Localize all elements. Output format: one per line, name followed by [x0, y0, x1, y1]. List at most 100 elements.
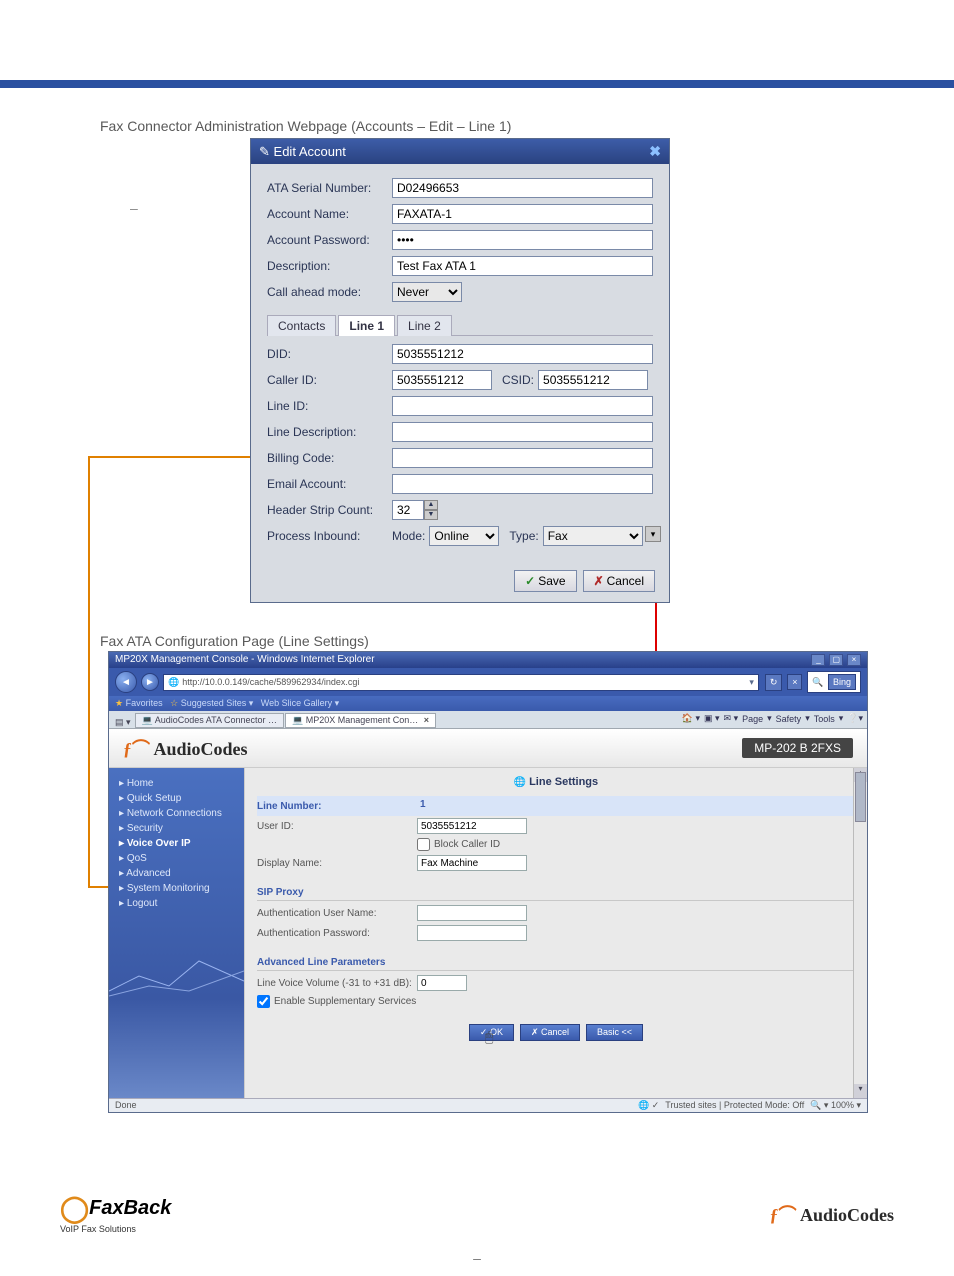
status-zoom-icon[interactable]: 🔍 ▾ 100% ▾: [810, 1100, 861, 1111]
browser-tab-strip: ▤ ▾ 💻 AudioCodes ATA Connector … 💻 MP20X…: [109, 711, 867, 729]
favorites-star-icon[interactable]: ★: [115, 698, 123, 708]
sidebar-item-security[interactable]: ▸ Security: [109, 821, 244, 836]
select-call-ahead[interactable]: Never: [392, 282, 462, 302]
read-mail-icon[interactable]: ✉ ▾: [724, 713, 739, 724]
cmd-page[interactable]: Page: [742, 713, 763, 724]
sidebar-item-network-connections[interactable]: ▸ Network Connections: [109, 806, 244, 821]
favorites-label: Favorites: [126, 698, 163, 708]
spinner-down-icon[interactable]: ▼: [424, 510, 438, 520]
input-ata-serial[interactable]: [392, 178, 653, 198]
cmd-tools[interactable]: Tools: [814, 713, 835, 724]
search-provider-icon[interactable]: 🔍 Bing: [807, 671, 861, 693]
label-auth-pass: Authentication Password:: [257, 928, 417, 939]
tab-close-icon[interactable]: ×: [424, 715, 429, 725]
browser-window: MP20X Management Console - Windows Inter…: [108, 651, 868, 1113]
status-zone-icon: 🌐 ✓: [638, 1100, 659, 1111]
command-bar: 🏠 ▾ ▣ ▾ ✉ ▾ Page ▾ Safety ▾ Tools ▾ ❔▾: [682, 713, 863, 724]
tab-line-2[interactable]: Line 2: [397, 315, 452, 336]
input-line-id[interactable]: [392, 396, 653, 416]
forward-icon[interactable]: ►: [141, 673, 159, 691]
status-trust: Trusted sites | Protected Mode: Off: [665, 1100, 804, 1111]
sidebar-item-advanced[interactable]: ▸ Advanced: [109, 866, 244, 881]
audiocodes-footer-logo: ƒ⌒ AudioCodes: [769, 1201, 894, 1227]
minimize-icon[interactable]: _: [811, 654, 825, 666]
cancel-page-button[interactable]: ✗ Cancel: [520, 1024, 580, 1041]
sidebar-item-voice-over-ip[interactable]: ▸ Voice Over IP: [109, 836, 244, 851]
maximize-icon[interactable]: ▢: [829, 654, 843, 666]
input-auth-user[interactable]: [417, 905, 527, 921]
input-account-password[interactable]: [392, 230, 653, 250]
favorites-bar: ★ Favorites ☆ Suggested Sites ▾ Web Slic…: [109, 696, 867, 711]
basic-button[interactable]: Basic <<: [586, 1024, 643, 1041]
label-process-inbound: Process Inbound:: [267, 529, 392, 543]
page-icon: 🌐: [168, 677, 179, 688]
scroll-down-icon[interactable]: ▾: [645, 526, 661, 542]
scroll-down-icon[interactable]: ▾: [854, 1084, 867, 1098]
label-billing-code: Billing Code:: [267, 451, 392, 465]
browser-tab-2[interactable]: 💻 MP20X Management Con… ×: [285, 713, 436, 728]
input-billing-code[interactable]: [392, 448, 653, 468]
window-title: MP20X Management Console - Windows Inter…: [115, 654, 375, 666]
back-icon[interactable]: ◄: [115, 671, 137, 693]
globe-icon: 🌐: [514, 777, 526, 788]
label-csid: CSID:: [502, 373, 534, 387]
label-line-description: Line Description:: [267, 425, 392, 439]
tab-list-icon[interactable]: ▤ ▾: [111, 717, 135, 728]
status-done: Done: [115, 1100, 137, 1111]
spinner-up-icon[interactable]: ▲: [424, 500, 438, 510]
sidebar-item-logout[interactable]: ▸ Logout: [109, 896, 244, 911]
sidebar-graphic: [109, 941, 244, 1001]
home-icon[interactable]: 🏠 ▾: [682, 713, 700, 724]
stop-icon[interactable]: ×: [787, 674, 802, 690]
page-title: Line Settings: [529, 776, 598, 788]
input-line-volume[interactable]: [417, 975, 467, 991]
tab-line-1[interactable]: Line 1: [338, 315, 395, 336]
address-dropdown-icon[interactable]: ▾: [749, 677, 754, 688]
dash-mark: –: [130, 200, 138, 216]
scroll-thumb[interactable]: [855, 772, 866, 822]
input-display-name[interactable]: [417, 855, 527, 871]
window-close-icon[interactable]: ×: [847, 654, 861, 666]
select-mode[interactable]: Online: [429, 526, 499, 546]
sidebar-item-quick-setup[interactable]: ▸ Quick Setup: [109, 791, 244, 806]
fav-link-suggested[interactable]: Suggested Sites: [181, 698, 247, 708]
annotation-orange-line: [88, 456, 268, 458]
vertical-scrollbar[interactable]: ▴ ▾: [853, 768, 867, 1098]
input-header-strip[interactable]: [392, 500, 424, 520]
checkbox-block-caller-id[interactable]: [417, 838, 430, 851]
sidebar-item-system-monitoring[interactable]: ▸ System Monitoring: [109, 881, 244, 896]
help-icon[interactable]: ❔▾: [847, 713, 863, 724]
cancel-button[interactable]: ✗Cancel: [583, 570, 655, 592]
label-ata-serial: ATA Serial Number:: [267, 181, 392, 195]
audiocodes-header: ƒ⌒ AudioCodes MP-202 B 2FXS: [109, 729, 867, 768]
browser-tab-1[interactable]: 💻 AudioCodes ATA Connector …: [135, 713, 284, 728]
input-auth-pass[interactable]: [417, 925, 527, 941]
input-email-account[interactable]: [392, 474, 653, 494]
sidebar-item-home[interactable]: ▸ Home: [109, 776, 244, 791]
fav-link-webslice[interactable]: Web Slice Gallery: [261, 698, 332, 708]
annotation-orange-line-vert: [88, 456, 90, 886]
input-description[interactable]: [392, 256, 653, 276]
save-button[interactable]: ✓Save: [514, 570, 576, 592]
close-icon[interactable]: ✖: [649, 143, 661, 160]
line-tabs: Contacts Line 1 Line 2: [267, 314, 653, 336]
feeds-icon[interactable]: ▣ ▾: [704, 713, 720, 724]
checkbox-enable-supp[interactable]: [257, 995, 270, 1008]
select-type[interactable]: Fax: [543, 526, 643, 546]
input-did[interactable]: [392, 344, 653, 364]
input-caller-id[interactable]: [392, 370, 492, 390]
sidebar-item-qos[interactable]: ▸ QoS: [109, 851, 244, 866]
label-enable-supp: Enable Supplementary Services: [274, 996, 416, 1007]
input-account-name[interactable]: [392, 204, 653, 224]
address-bar[interactable]: 🌐 http://10.0.0.149/cache/589962934/inde…: [163, 674, 759, 691]
input-line-description[interactable]: [392, 422, 653, 442]
browser-titlebar: MP20X Management Console - Windows Inter…: [109, 652, 867, 668]
label-block-caller-id: Block Caller ID: [434, 839, 500, 850]
tab-contacts[interactable]: Contacts: [267, 315, 336, 336]
refresh-icon[interactable]: ↻: [765, 674, 783, 691]
dialog-titlebar: ✎ Edit Account ✖: [251, 139, 669, 164]
input-csid[interactable]: [538, 370, 648, 390]
input-user-id[interactable]: [417, 818, 527, 834]
label-mode: Mode:: [392, 529, 425, 543]
cmd-safety[interactable]: Safety: [776, 713, 802, 724]
